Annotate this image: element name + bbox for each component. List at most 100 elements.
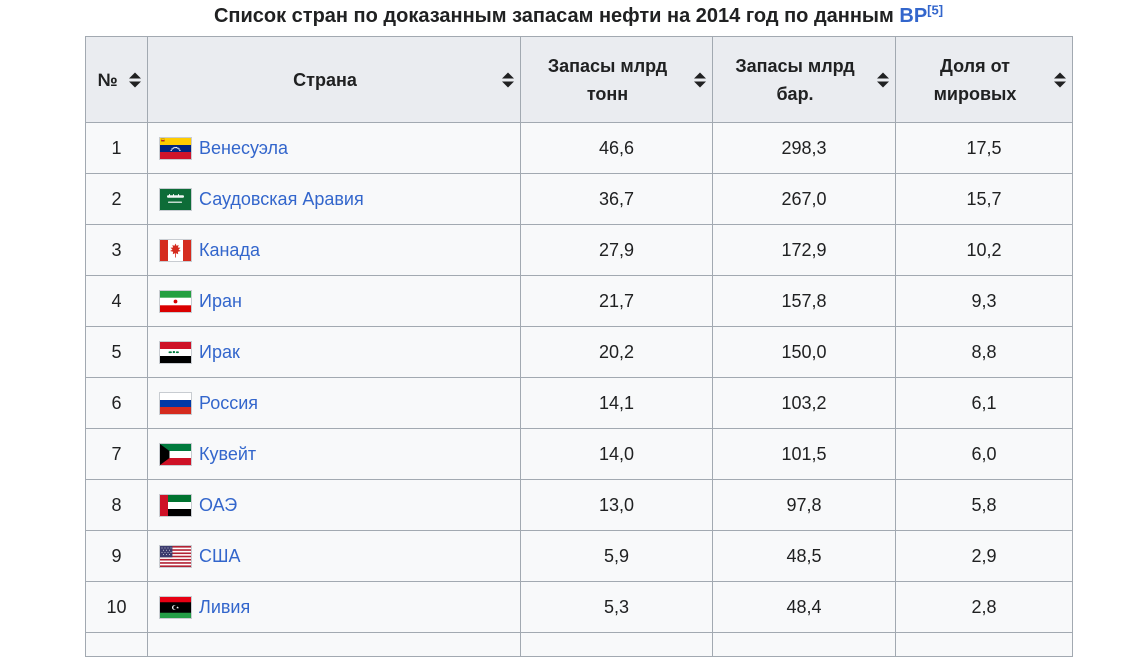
column-header-country[interactable]: Страна — [147, 36, 521, 123]
rank-cell: 8 — [85, 479, 148, 531]
world-share-cell: 10,2 — [895, 224, 1073, 276]
world-share-cell: 6,1 — [895, 377, 1073, 429]
column-header-world-share[interactable]: Доля от мировых — [895, 36, 1073, 123]
rank-cell — [85, 632, 148, 657]
rank-cell: 9 — [85, 530, 148, 582]
country-cell: Иран — [147, 275, 521, 327]
column-header-rank[interactable]: № — [85, 36, 148, 123]
sort-icon[interactable] — [1054, 72, 1066, 87]
country-link[interactable]: Кувейт — [199, 443, 257, 464]
column-header-reserves-tonnes-label: Запасы млрд тонн — [547, 55, 668, 104]
reserves-tonnes-cell: 5,3 — [520, 581, 713, 633]
reference-link[interactable]: [5] — [927, 2, 944, 18]
reserves-tonnes-cell: 20,2 — [520, 326, 713, 378]
canada-flag-icon — [160, 239, 191, 261]
sort-down-triangle — [877, 81, 889, 87]
world-share-cell: 2,8 — [895, 581, 1073, 633]
column-header-world-share-label: Доля от мировых — [933, 55, 1017, 104]
table-row: 5 Ирак 20,2 150,0 8,8 — [85, 326, 1073, 378]
reserves-barrels-cell: 150,0 — [712, 326, 896, 378]
reserves-barrels-cell: 298,3 — [712, 122, 896, 174]
country-link[interactable]: Саудовская Аравия — [199, 188, 364, 209]
kuwait-flag-icon — [160, 443, 191, 465]
country-cell: Венесуэла — [147, 122, 521, 174]
sort-up-triangle — [129, 72, 141, 78]
libya-flag-icon — [160, 596, 191, 618]
reserves-tonnes-cell: 46,6 — [520, 122, 713, 174]
table-row: 2 Саудовская Аравия 36,7 267,0 15,7 — [85, 173, 1073, 225]
table-row: 8 ОАЭ 13,0 97,8 5,8 — [85, 479, 1073, 531]
country-cell: Ливия — [147, 581, 521, 633]
page-title-text: Список стран по доказанным запасам нефти… — [213, 5, 900, 27]
column-header-reserves-barrels[interactable]: Запасы млрд бар. — [712, 36, 896, 123]
rank-cell: 10 — [85, 581, 148, 633]
reserves-barrels-cell: 103,2 — [712, 377, 896, 429]
oil-reserves-table: № Страна Запасы млрд тонн Запасы млрд ба… — [85, 36, 1073, 657]
country-cell: Канада — [147, 224, 521, 276]
sort-up-triangle — [1054, 72, 1066, 78]
country-link[interactable]: США — [199, 545, 241, 566]
sort-down-triangle — [129, 81, 141, 87]
reserves-tonnes-cell: 14,1 — [520, 377, 713, 429]
venezuela-flag-icon — [160, 137, 191, 159]
table-row: 7 Кувейт 14,0 101,5 6,0 — [85, 428, 1073, 480]
sort-icon[interactable] — [502, 72, 514, 87]
rank-cell: 1 — [85, 122, 148, 174]
usa-flag-icon — [160, 545, 191, 567]
reserves-tonnes-cell: 27,9 — [520, 224, 713, 276]
sort-up-triangle — [502, 72, 514, 78]
world-share-cell: 15,7 — [895, 173, 1073, 225]
world-share-cell — [895, 632, 1073, 657]
reserves-tonnes-cell: 21,7 — [520, 275, 713, 327]
rank-cell: 2 — [85, 173, 148, 225]
sort-icon[interactable] — [129, 72, 141, 87]
russia-flag-icon — [160, 392, 191, 414]
sort-up-triangle — [694, 72, 706, 78]
world-share-cell: 9,3 — [895, 275, 1073, 327]
sort-down-triangle — [1054, 81, 1066, 87]
rank-cell: 5 — [85, 326, 148, 378]
table-row: 1 Венесуэла 46,6 298,3 17,5 — [85, 122, 1073, 174]
reserves-barrels-cell — [712, 632, 896, 657]
rank-cell: 7 — [85, 428, 148, 480]
reserves-tonnes-cell: 5,9 — [520, 530, 713, 582]
iraq-flag-icon — [160, 341, 191, 363]
rank-cell: 3 — [85, 224, 148, 276]
world-share-cell: 6,0 — [895, 428, 1073, 480]
table-row: 10 Ливия 5,3 48,4 2,8 — [85, 581, 1073, 633]
sort-icon[interactable] — [877, 72, 889, 87]
country-link[interactable]: Венесуэла — [199, 137, 289, 158]
header-row: № Страна Запасы млрд тонн Запасы млрд ба… — [85, 36, 1073, 123]
table-row: 4 Иран 21,7 157,8 9,3 — [85, 275, 1073, 327]
table-row: 3 Канада 27,9 172,9 10,2 — [85, 224, 1073, 276]
column-header-reserves-tonnes[interactable]: Запасы млрд тонн — [520, 36, 713, 123]
country-link[interactable]: Россия — [199, 392, 259, 413]
country-link[interactable]: ОАЭ — [199, 494, 238, 515]
country-cell: ОАЭ — [147, 479, 521, 531]
world-share-cell: 8,8 — [895, 326, 1073, 378]
country-link[interactable]: Ливия — [199, 596, 251, 617]
table-row-partial — [85, 632, 1073, 657]
world-share-cell: 17,5 — [895, 122, 1073, 174]
table-row: 9 США 5,9 48,5 2,9 — [85, 530, 1073, 582]
country-cell — [147, 632, 521, 657]
uae-flag-icon — [160, 494, 191, 516]
world-share-cell: 5,8 — [895, 479, 1073, 531]
reserves-tonnes-cell — [520, 632, 713, 657]
country-link[interactable]: Канада — [199, 239, 260, 260]
sort-icon[interactable] — [694, 72, 706, 87]
country-cell: Саудовская Аравия — [147, 173, 521, 225]
sort-down-triangle — [694, 81, 706, 87]
bp-link[interactable]: BP — [899, 5, 928, 27]
country-link[interactable]: Ирак — [199, 341, 240, 362]
column-header-country-label: Страна — [293, 69, 357, 90]
rank-cell: 6 — [85, 377, 148, 429]
country-cell: Ирак — [147, 326, 521, 378]
country-cell: Россия — [147, 377, 521, 429]
reserves-barrels-cell: 172,9 — [712, 224, 896, 276]
sort-down-triangle — [502, 81, 514, 87]
reserves-barrels-cell: 267,0 — [712, 173, 896, 225]
column-header-rank-label: № — [97, 69, 118, 90]
reserves-tonnes-cell: 36,7 — [520, 173, 713, 225]
country-link[interactable]: Иран — [199, 290, 242, 311]
